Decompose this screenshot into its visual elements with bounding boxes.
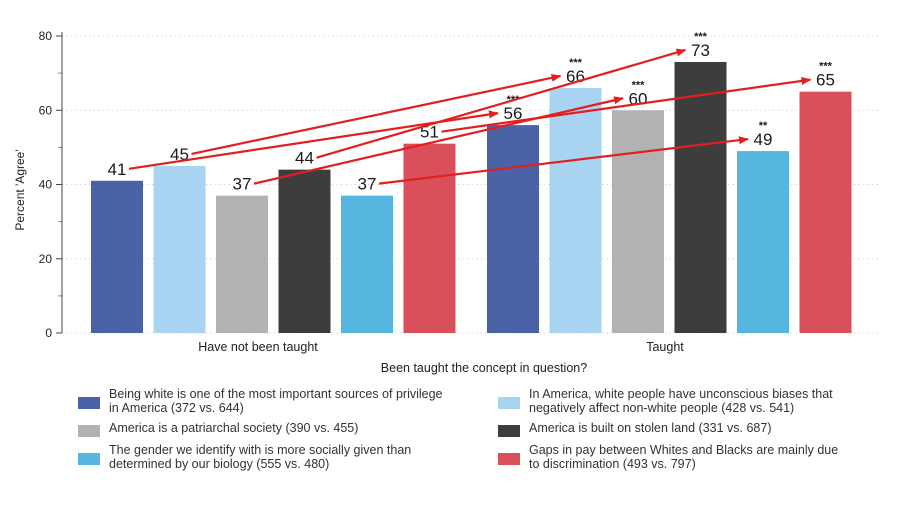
legend-swatch (498, 425, 520, 437)
bar (278, 169, 331, 333)
legend-item: Gaps in pay between Whites and Blacks ar… (498, 443, 889, 471)
legend-label: Gaps in pay between Whites and Blacks ar… (529, 443, 839, 471)
legend-swatch (498, 453, 520, 465)
significance-label: *** (694, 31, 708, 43)
bar (403, 143, 456, 333)
bar-value-label: 44 (295, 149, 314, 168)
bar (487, 125, 539, 333)
legend-item: America is built on stolen land (331 vs.… (498, 421, 889, 437)
legend-item: In America, white people have unconsciou… (498, 387, 889, 415)
legend-swatch (498, 397, 520, 409)
significance-label: *** (569, 57, 583, 69)
legend-swatch (78, 425, 100, 437)
y-tick-label: 40 (39, 178, 53, 192)
bar (549, 87, 602, 333)
legend-item: America is a patriarchal society (390 vs… (78, 421, 469, 437)
comparison-arrow (378, 136, 749, 185)
y-tick-label: 0 (45, 326, 52, 340)
legend-swatch (78, 397, 100, 409)
comparison-arrow (441, 76, 812, 133)
legend-label: America is built on stolen land (331 vs.… (529, 421, 772, 435)
bars (91, 61, 852, 334)
legend-item: Being white is one of the most important… (78, 387, 469, 415)
bar-value-label: 51 (420, 123, 439, 142)
comparison-arrow (316, 48, 687, 159)
bar-value-label: 41 (108, 160, 127, 179)
x-axis-label: Been taught the concept in question? (381, 361, 587, 375)
bar-value-label: 37 (358, 175, 377, 194)
bar (799, 91, 852, 333)
bar (91, 180, 143, 333)
y-axis-label: Percent 'Agree' (13, 149, 27, 230)
bar (341, 195, 393, 333)
bar-value-label: 49 (754, 130, 773, 149)
bar (737, 151, 789, 333)
comparison-arrow (253, 96, 624, 185)
y-tick-label: 80 (39, 29, 53, 43)
bar (153, 165, 206, 333)
bar-value-label: 56 (504, 104, 523, 123)
legend-item: The gender we identify with is more soci… (78, 443, 469, 471)
legend-label: Being white is one of the most important… (109, 387, 443, 415)
legend-label: In America, white people have unconsciou… (529, 387, 833, 415)
significance-label: *** (819, 61, 833, 73)
bar (612, 110, 664, 333)
x-category-label: Have not been taught (198, 340, 318, 354)
bar (216, 195, 268, 333)
significance-label: *** (632, 79, 646, 91)
bar-value-label: 73 (691, 41, 710, 60)
bar-value-label: 45 (170, 145, 189, 164)
bar-value-label: 65 (816, 71, 835, 90)
legend-label: America is a patriarchal society (390 vs… (109, 421, 359, 435)
significance-label: ** (759, 120, 768, 132)
x-category-label: Taught (646, 340, 684, 354)
y-axis: 0 20 40 60 80 (39, 29, 63, 340)
bar (674, 61, 727, 334)
value-labels: 4156***4566***3760***4473***3749**5165**… (108, 31, 835, 194)
legend-label: The gender we identify with is more soci… (109, 443, 412, 471)
comparison-arrows (128, 48, 812, 185)
y-tick-label: 60 (39, 103, 53, 117)
bar-value-label: 37 (233, 175, 252, 194)
y-tick-label: 20 (39, 252, 53, 266)
legend-swatch (78, 453, 100, 465)
comparison-arrow (191, 73, 562, 156)
